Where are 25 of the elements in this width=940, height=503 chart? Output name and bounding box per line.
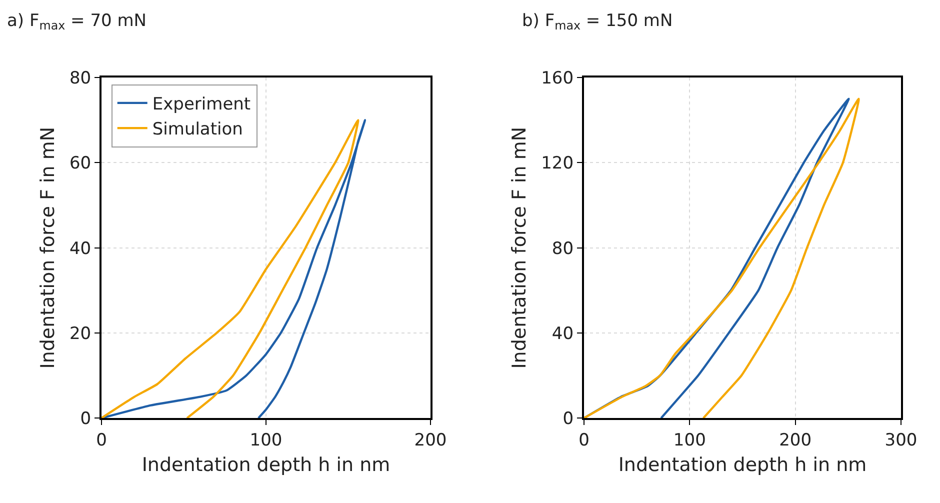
y-tick-label: 40: [552, 324, 574, 344]
y-tick-label: 160: [541, 68, 574, 89]
y-tick-label: 80: [69, 68, 92, 89]
x-tick-label: 0: [578, 430, 590, 450]
x-tick-label: 200: [779, 430, 812, 450]
y-axis-title: Indentation force F in mN: [508, 126, 530, 369]
y-tick-label: 60: [69, 154, 92, 174]
y-tick-label: 120: [541, 154, 574, 174]
legend-label: Experiment: [152, 94, 251, 115]
y-axis-title: Indentation force F in mN: [36, 126, 59, 369]
y-tick-label: 0: [80, 409, 92, 430]
y-tick-label: 20: [69, 324, 92, 344]
y-tick-label: 80: [552, 238, 574, 259]
y-tick-label: 0: [562, 409, 574, 430]
legend-label: Simulation: [152, 120, 243, 140]
x-tick-label: 0: [96, 430, 107, 450]
x-tick-label: 100: [673, 430, 706, 450]
y-tick-label: 40: [69, 238, 92, 259]
x-axis-title: Indentation depth h in nm: [618, 454, 867, 476]
x-tick-label: 300: [884, 430, 918, 450]
chart-title: b) F$_{max}$ = 150 mN: [522, 11, 673, 33]
x-axis-title: Indentation depth h in nm: [142, 454, 390, 476]
chart-title: a) F$_{max}$ = 70 mN: [7, 11, 147, 33]
x-tick-label: 100: [250, 430, 282, 450]
x-tick-label: 200: [414, 430, 447, 450]
